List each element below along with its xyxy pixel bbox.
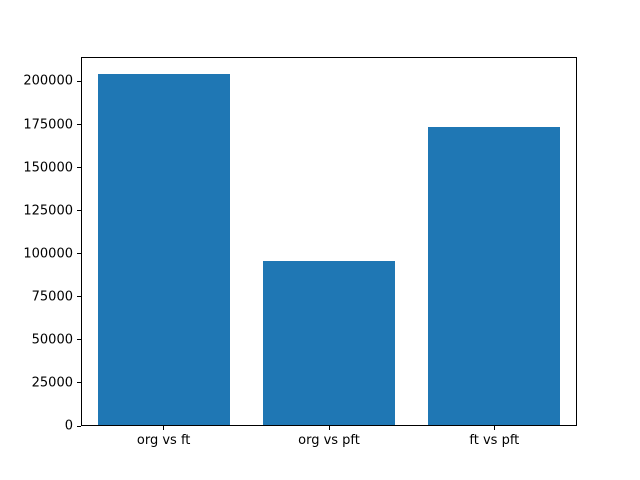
x-tick-label: ft vs pft: [469, 433, 520, 448]
x-tick-mark: [328, 426, 330, 430]
x-tick-mark: [493, 426, 495, 430]
x-tick-mark: [163, 426, 165, 430]
y-tick-mark: [77, 296, 81, 298]
x-tick-label: org vs ft: [136, 433, 191, 448]
x-tick-label: org vs pft: [298, 433, 360, 448]
y-tick-label: 100000: [23, 246, 73, 262]
y-tick-mark: [77, 425, 81, 427]
y-tick-mark: [77, 80, 81, 82]
y-tick-label: 150000: [23, 160, 73, 176]
plot-area: [81, 57, 577, 426]
y-tick-label: 175000: [23, 117, 73, 133]
bar-org-vs-pft: [262, 261, 396, 425]
y-tick-mark: [77, 382, 81, 384]
y-tick-label: 50000: [31, 332, 73, 348]
y-tick-mark: [77, 210, 81, 212]
y-tick-mark: [77, 253, 81, 255]
y-tick-label: 25000: [31, 375, 73, 391]
y-tick-mark: [77, 124, 81, 126]
y-tick-label: 200000: [23, 73, 73, 89]
bar-org-vs-ft: [97, 73, 230, 425]
y-tick-mark: [77, 339, 81, 341]
y-tick-label: 0: [64, 418, 73, 434]
bar-ft-vs-pft: [428, 126, 561, 425]
y-tick-label: 125000: [23, 203, 73, 219]
y-tick-label: 75000: [31, 289, 73, 305]
y-tick-mark: [77, 167, 81, 169]
